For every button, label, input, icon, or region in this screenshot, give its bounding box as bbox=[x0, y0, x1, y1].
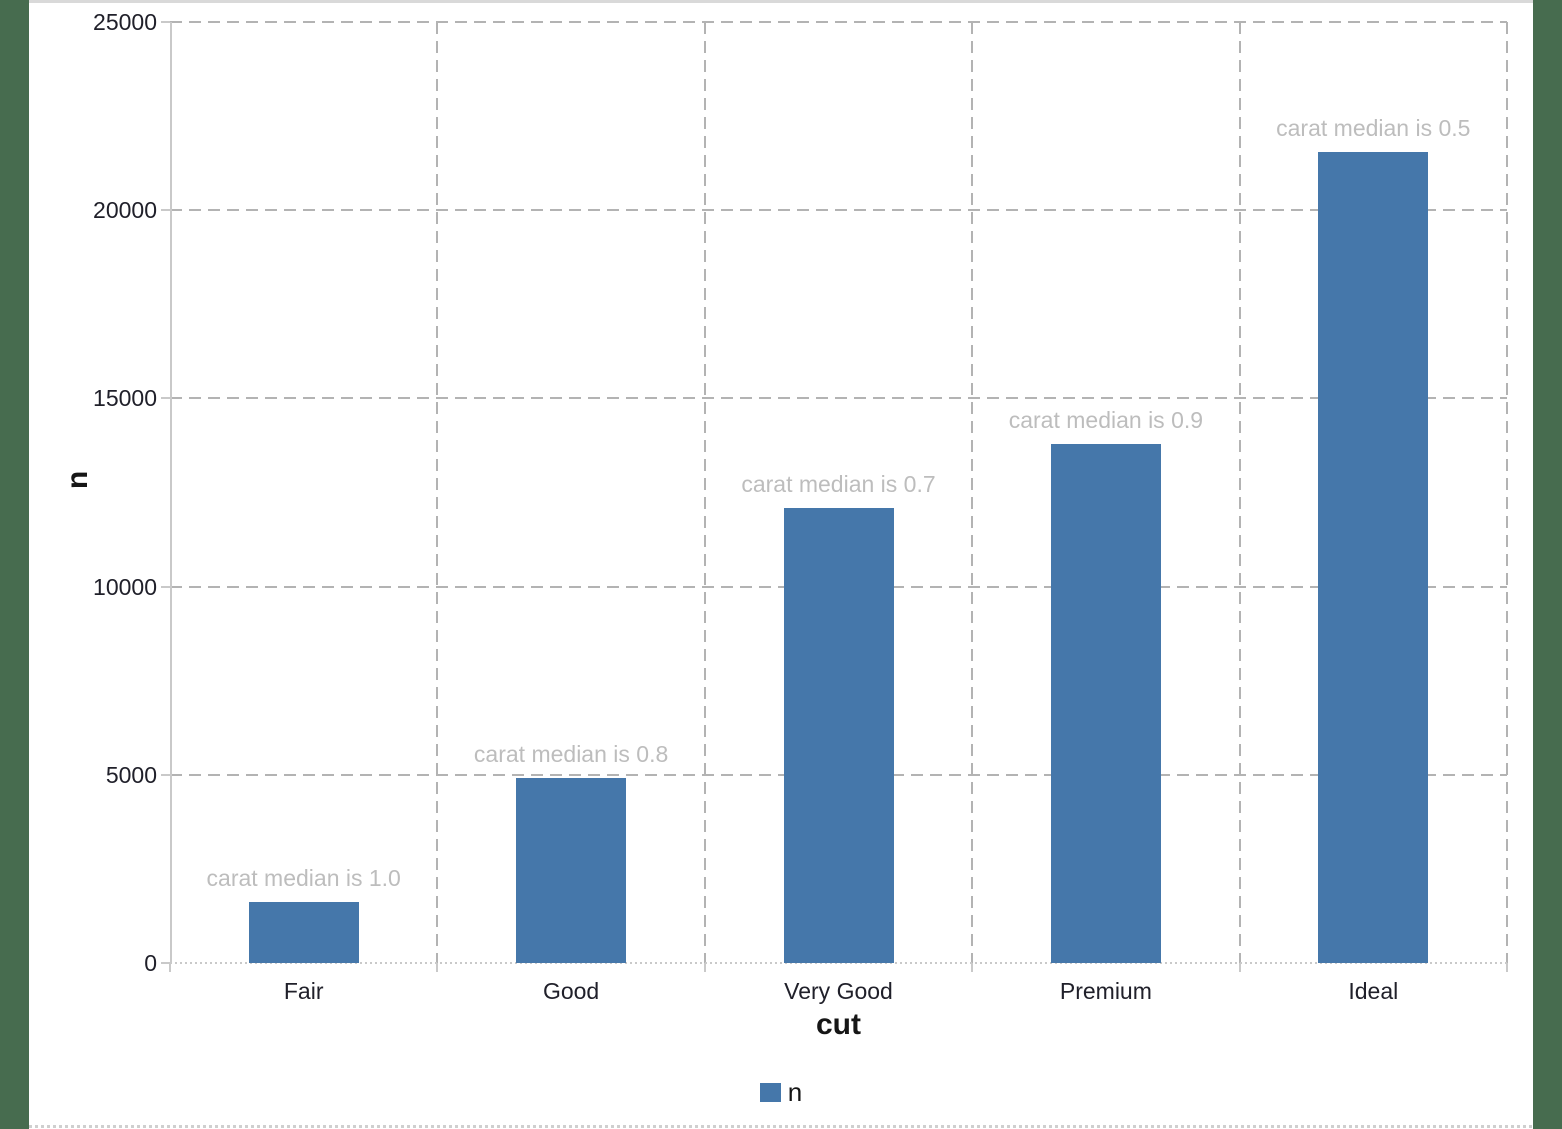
y-tick-label: 25000 bbox=[93, 9, 157, 35]
y-tick-label: 15000 bbox=[93, 385, 157, 412]
y-tick-mark bbox=[161, 962, 170, 964]
y-tick-label: 20000 bbox=[93, 197, 157, 224]
bar-ideal bbox=[1318, 152, 1428, 963]
y-tick-label: 5000 bbox=[105, 761, 157, 788]
bar-annotation: carat median is 0.7 bbox=[741, 471, 936, 497]
bar-good bbox=[516, 778, 626, 963]
y-tick-mark bbox=[161, 773, 170, 776]
y-tick-mark bbox=[161, 209, 170, 212]
y-tick-mark bbox=[161, 397, 170, 400]
bar-very-good bbox=[784, 508, 894, 963]
legend: n bbox=[29, 1077, 1533, 1107]
bar-annotation: carat median is 0.9 bbox=[1008, 407, 1204, 433]
bar-annotation: carat median is 0.8 bbox=[473, 741, 669, 767]
legend-label-n: n bbox=[787, 1077, 803, 1107]
x-tick-label: Premium bbox=[1059, 978, 1152, 1004]
x-tick-mark bbox=[1238, 963, 1241, 972]
x-tick-label: Very Good bbox=[784, 978, 893, 1004]
gridline-vertical bbox=[1506, 22, 1508, 963]
x-tick-mark bbox=[703, 963, 706, 972]
y-tick-mark bbox=[161, 21, 170, 23]
y-tick-mark bbox=[161, 585, 170, 588]
x-tick-label: Good bbox=[542, 978, 600, 1004]
x-tick-mark bbox=[1506, 963, 1508, 972]
y-tick-label: 0 bbox=[144, 950, 157, 976]
bar-annotation: carat median is 0.5 bbox=[1276, 115, 1471, 141]
y-axis-title: n bbox=[61, 470, 94, 490]
bar-annotation: carat median is 1.0 bbox=[206, 865, 401, 891]
x-axis-title: cut bbox=[816, 1008, 861, 1041]
gridline-vertical bbox=[971, 22, 974, 963]
x-tick-mark bbox=[971, 963, 974, 972]
gridline-horizontal bbox=[170, 397, 1507, 400]
y-tick-label: 10000 bbox=[93, 573, 157, 600]
x-tick-label: Fair bbox=[283, 978, 324, 1004]
x-tick-mark bbox=[436, 963, 439, 972]
gridline-vertical bbox=[436, 22, 439, 963]
x-tick-label: Ideal bbox=[1348, 978, 1399, 1004]
gridline-horizontal bbox=[170, 21, 1507, 23]
panel-bottom-border bbox=[29, 1125, 1533, 1128]
x-tick-mark bbox=[169, 963, 171, 972]
gridline-vertical bbox=[703, 22, 706, 963]
chart-panel: 0 5000 10000 15000 20000 25000 Fair Good Very G… bbox=[29, 0, 1533, 1129]
legend-swatch-n bbox=[759, 1082, 781, 1102]
gridline-horizontal bbox=[170, 209, 1507, 212]
bar-premium bbox=[1051, 444, 1161, 963]
bar-fair bbox=[249, 902, 359, 963]
y-axis-line bbox=[170, 22, 172, 963]
x-axis-line bbox=[170, 962, 1507, 964]
gridline-vertical bbox=[1238, 22, 1241, 963]
